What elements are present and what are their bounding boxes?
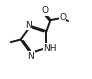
Text: NH: NH (43, 44, 56, 53)
Text: N: N (28, 52, 34, 61)
Text: N: N (25, 21, 32, 30)
Text: O: O (59, 14, 66, 23)
Text: O: O (41, 6, 48, 15)
